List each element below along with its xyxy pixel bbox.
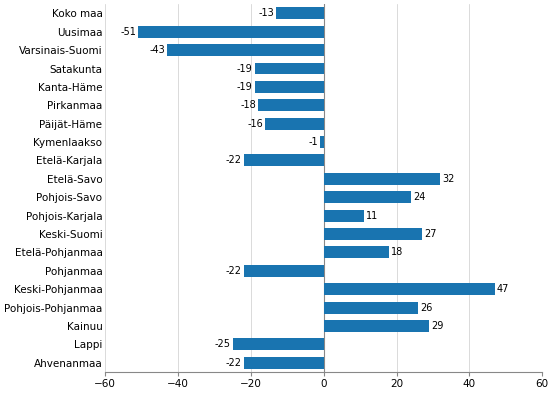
Text: -25: -25 [215, 339, 231, 349]
Text: 26: 26 [420, 303, 432, 312]
Text: 11: 11 [366, 211, 378, 220]
Bar [324, 209, 364, 222]
Bar [324, 191, 411, 203]
Text: 18: 18 [391, 247, 403, 257]
Bar [320, 136, 324, 148]
Bar [244, 265, 324, 277]
Text: -22: -22 [226, 266, 242, 276]
Bar [254, 81, 324, 93]
Text: -16: -16 [248, 119, 264, 129]
Bar [324, 283, 495, 295]
Bar [167, 44, 324, 56]
Text: -51: -51 [121, 27, 136, 37]
Bar [324, 228, 422, 240]
Text: 32: 32 [442, 174, 455, 184]
Text: -1: -1 [309, 137, 319, 147]
Text: -18: -18 [241, 100, 257, 110]
Text: -13: -13 [259, 8, 274, 18]
Text: 47: 47 [497, 284, 509, 294]
Bar [265, 118, 324, 130]
Bar [244, 154, 324, 166]
Bar [324, 301, 419, 314]
Bar [254, 62, 324, 75]
Text: -43: -43 [149, 45, 165, 55]
Text: -19: -19 [237, 64, 253, 73]
Text: 24: 24 [413, 192, 425, 202]
Bar [276, 7, 324, 19]
Text: -22: -22 [226, 156, 242, 165]
Bar [324, 246, 389, 258]
Bar [244, 357, 324, 369]
Bar [233, 338, 324, 350]
Bar [324, 173, 440, 185]
Bar [138, 26, 324, 38]
Bar [324, 320, 429, 332]
Text: 27: 27 [424, 229, 436, 239]
Text: 29: 29 [431, 321, 444, 331]
Text: -19: -19 [237, 82, 253, 92]
Text: -22: -22 [226, 358, 242, 368]
Bar [258, 99, 324, 111]
